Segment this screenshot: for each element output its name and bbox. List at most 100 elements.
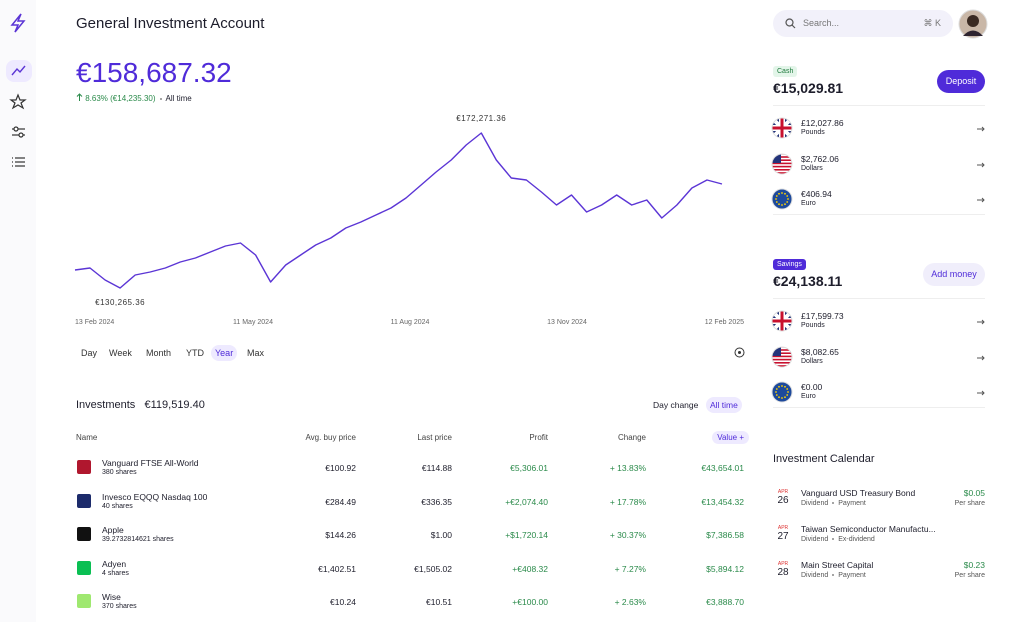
- page-title: General Investment Account: [76, 15, 265, 32]
- asset-name[interactable]: Wise: [102, 592, 121, 602]
- column-header: Name: [76, 433, 98, 442]
- row-arrow[interactable]: [977, 162, 985, 168]
- nav-settings[interactable]: [12, 126, 25, 138]
- calendar-title: Investment Calendar: [773, 453, 875, 465]
- range-tab[interactable]: Year: [211, 345, 238, 361]
- toggle[interactable]: All time: [706, 397, 742, 413]
- separator: [832, 574, 835, 577]
- event-kind: Ex-dividend: [838, 536, 875, 543]
- event-name[interactable]: Taiwan Semiconductor Manufactu...: [801, 524, 936, 534]
- row-arrow[interactable]: [977, 390, 985, 396]
- event-day: 26: [777, 495, 789, 506]
- column-header[interactable]: Value +: [712, 431, 749, 444]
- range-tab[interactable]: Month: [146, 348, 172, 358]
- flag-star: [775, 388, 778, 390]
- deposit-button[interactable]: Deposit: [937, 70, 985, 93]
- flag-star: [775, 198, 777, 200]
- arrow: [977, 197, 985, 203]
- flag-star: [786, 388, 789, 390]
- flag-art: [772, 311, 792, 331]
- row-arrow[interactable]: [977, 355, 985, 361]
- search-placeholder: Search...: [803, 18, 840, 28]
- x-tick-label: 12 Feb 2025: [705, 319, 744, 326]
- arrow: [977, 319, 985, 325]
- range-tab[interactable]: Week: [109, 348, 132, 358]
- cell-value: €43,654.01: [701, 463, 744, 473]
- flag-star: [781, 204, 783, 206]
- portfolio-change: 8.63% (€14,235.30): [85, 94, 156, 103]
- nav-star[interactable]: [9, 93, 27, 110]
- row-arrow[interactable]: [977, 126, 985, 132]
- asset-logo: [77, 493, 91, 508]
- cell-change: + 17.78%: [609, 496, 646, 507]
- flag-part: [772, 168, 792, 171]
- nav-chart[interactable]: [11, 65, 26, 76]
- event-name[interactable]: Main Street Capital: [801, 560, 874, 570]
- flag-star: [775, 195, 778, 197]
- flag-art: [772, 153, 792, 174]
- event-amount: $0.23: [963, 560, 985, 570]
- account-amount: £17,599.73: [801, 311, 844, 321]
- add-money-button[interactable]: Add money: [923, 263, 985, 286]
- range-tab[interactable]: Max: [247, 348, 265, 358]
- flag-part: [772, 126, 792, 130]
- flag-art: [772, 118, 792, 138]
- account-currency: Pounds: [801, 322, 825, 329]
- flag-star: [781, 397, 783, 399]
- asset-shares: 39.2732814621 shares: [102, 536, 174, 543]
- event-sub: Dividend Payment: [801, 572, 866, 579]
- row-arrow[interactable]: [977, 197, 985, 203]
- flag-us: [771, 153, 793, 174]
- event-per: Per share: [954, 500, 985, 507]
- flag-star: [784, 396, 786, 399]
- asset-name[interactable]: Invesco EQQQ Nasdaq 100: [102, 491, 208, 502]
- asset-name[interactable]: Apple: [102, 525, 124, 535]
- flag-ring: [771, 117, 793, 139]
- logo[interactable]: [10, 13, 26, 33]
- sidebar: [0, 0, 36, 622]
- event-type: Dividend: [801, 500, 829, 507]
- flag-part: [772, 361, 792, 364]
- flag-eu: [771, 381, 793, 403]
- range-tab[interactable]: YTD: [186, 348, 204, 358]
- flag-ring: [771, 188, 793, 210]
- cell-value: $5,894.12: [706, 563, 744, 574]
- flag-art: [772, 346, 792, 367]
- avatar[interactable]: [958, 9, 988, 39]
- event-month: APR: [777, 525, 789, 531]
- up-arrow: [76, 93, 83, 101]
- nav-list[interactable]: [12, 157, 25, 167]
- asset-shares: 380 shares: [102, 469, 137, 476]
- account-amount: $8,082.65: [801, 346, 839, 357]
- chart-settings-icon[interactable]: [734, 347, 745, 358]
- event-month: APR: [777, 489, 789, 495]
- divider: [773, 407, 985, 408]
- account-currency: Pounds: [801, 129, 825, 136]
- column-header: Avg. buy price: [305, 433, 356, 442]
- investments-heading: Investments €119,519.40: [76, 399, 205, 411]
- separator: [832, 538, 835, 541]
- cell-profit: +€408.32: [512, 563, 548, 574]
- search-box[interactable]: Search... ⌘ K: [773, 10, 953, 37]
- flag-ring: [771, 346, 793, 367]
- cell-last: $1.00: [430, 530, 452, 540]
- event-name[interactable]: Vanguard USD Treasury Bond: [801, 488, 916, 498]
- cell-avg: €284.49: [325, 496, 356, 507]
- event-kind: Payment: [838, 572, 866, 579]
- event-day: 28: [777, 567, 789, 578]
- toggle[interactable]: Day change: [653, 400, 699, 410]
- flag-part: [772, 364, 792, 367]
- row-arrow[interactable]: [977, 319, 985, 325]
- asset-name[interactable]: Adyen: [102, 558, 127, 569]
- cell-profit: €5,306.01: [510, 463, 548, 473]
- divider: [773, 214, 985, 215]
- arrow: [977, 355, 985, 360]
- range-tab[interactable]: Day: [81, 348, 98, 358]
- asset-name[interactable]: Vanguard FTSE All-World: [102, 458, 199, 468]
- account-currency: Euro: [801, 200, 816, 207]
- x-tick-label: 11 Aug 2024: [391, 319, 430, 326]
- sidebar-icons: [6, 13, 32, 167]
- flag-uk: [771, 310, 793, 332]
- event-per: Per share: [954, 572, 985, 579]
- flag-us: [771, 346, 793, 367]
